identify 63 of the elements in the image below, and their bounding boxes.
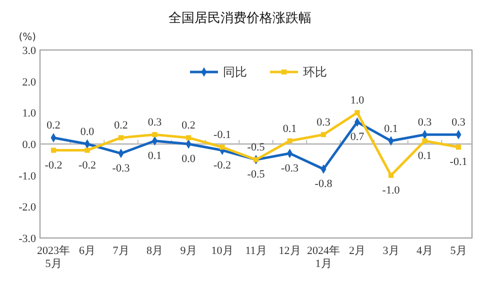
x-tick-label: 2023年5月 [37,245,70,270]
y-tick-label: 0.0 [22,139,36,151]
data-label: -0.5 [247,142,266,154]
data-label: 0.1 [282,122,297,135]
x-tick-label: 10月 [211,245,234,257]
point [456,144,462,150]
x-tick-label: 2月 [349,245,366,257]
point [354,110,360,116]
data-label: 0.7 [350,131,365,144]
point [388,172,394,178]
data-label: -0.8 [314,178,333,190]
x-tick-label: 6月 [79,245,96,257]
data-label: -0.5 [247,168,266,181]
chart-title: 全国居民消费价格涨跌幅 [168,11,312,26]
point [320,132,326,138]
data-label: 0.1 [148,150,162,162]
y-tick-label: -1.0 [18,170,36,182]
y-axis-title: (%) [18,32,36,43]
x-tick-label: 5月 [450,245,467,257]
data-label: 0.0 [80,126,95,138]
data-label: -0.1 [214,129,231,142]
data-label: -0.2 [78,159,96,172]
point [287,138,292,144]
data-label: -0.3 [281,162,299,174]
point [84,148,90,153]
point [152,132,158,138]
y-tick-label: -3.0 [18,233,36,245]
data-label: 0.3 [452,116,466,129]
data-label: -0.2 [214,159,231,172]
point [422,138,428,144]
x-tick-label: 7月 [112,245,130,257]
y-tick-label: 2.0 [22,76,36,88]
x-tick-label: 12月 [278,245,301,257]
x-tick-label: 9月 [180,245,197,257]
x-tick-label: 3月 [382,245,400,257]
data-label: 0.1 [418,150,432,162]
data-label: 0.3 [418,116,432,129]
data-label: 0.3 [148,116,162,129]
data-label: -0.3 [112,162,130,174]
data-label: 0.2 [114,120,128,132]
point [50,148,56,153]
data-label: -0.2 [44,159,62,172]
y-tick-label: 1.0 [22,108,36,120]
x-tick-label: 2024年1月 [307,245,340,270]
data-label: 1.0 [350,94,365,107]
data-label: 0.2 [182,120,196,132]
data-label: 0.0 [182,153,196,165]
x-tick-label: 8月 [146,245,163,257]
x-tick-label: 4月 [416,245,433,257]
point [186,135,192,140]
point [220,144,225,150]
data-label: 0.2 [46,120,60,132]
point [253,157,259,162]
x-tick-label: 11月 [245,245,267,257]
y-tick-label: 3.0 [22,45,36,57]
legend-label: 环比 [303,65,327,79]
point [118,135,124,140]
data-label: 0.1 [384,122,398,135]
data-label: -0.1 [450,156,468,168]
legend-label: 同比 [223,65,247,79]
data-label: -1.0 [382,184,400,196]
data-label: 0.3 [316,116,331,129]
y-tick-label: -2.0 [18,202,36,214]
